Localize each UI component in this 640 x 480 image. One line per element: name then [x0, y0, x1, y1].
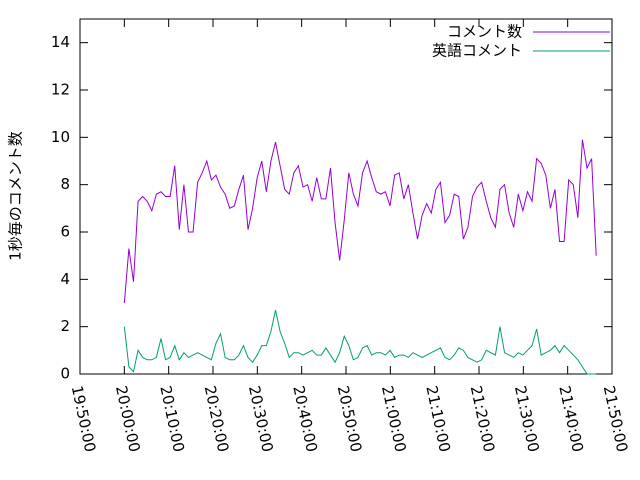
x-tick-label: 21:20:00	[467, 384, 499, 454]
y-tick-label: 10	[51, 128, 70, 146]
y-tick-label: 6	[60, 223, 70, 241]
x-tick-label: 21:30:00	[511, 384, 543, 454]
x-tick-label: 20:10:00	[156, 384, 188, 454]
legend-label: コメント数	[447, 23, 522, 41]
y-axis-label: 1秒毎のコメント数	[7, 131, 25, 261]
x-tick-label: 20:40:00	[289, 384, 321, 454]
series-line	[123, 309, 597, 375]
series-line	[123, 139, 597, 304]
y-tick-label: 12	[51, 81, 70, 99]
y-tick-label: 2	[60, 317, 70, 335]
x-tick-label: 21:50:00	[600, 384, 632, 454]
y-tick-label: 14	[51, 33, 70, 51]
y-tick-label: 4	[60, 270, 70, 288]
x-tick-label: 19:50:00	[68, 384, 100, 454]
x-tick-label: 21:00:00	[378, 384, 410, 454]
x-tick-label: 21:40:00	[555, 384, 587, 454]
x-tick-label: 20:50:00	[334, 384, 366, 454]
x-tick-label: 20:20:00	[201, 384, 233, 454]
x-tick-label: 21:10:00	[422, 384, 454, 454]
y-tick-label: 8	[60, 175, 70, 193]
legend-label: 英語コメント	[432, 42, 522, 60]
y-tick-label: 0	[60, 365, 70, 383]
x-tick-label: 20:00:00	[112, 384, 144, 454]
x-tick-label: 20:30:00	[245, 384, 277, 454]
